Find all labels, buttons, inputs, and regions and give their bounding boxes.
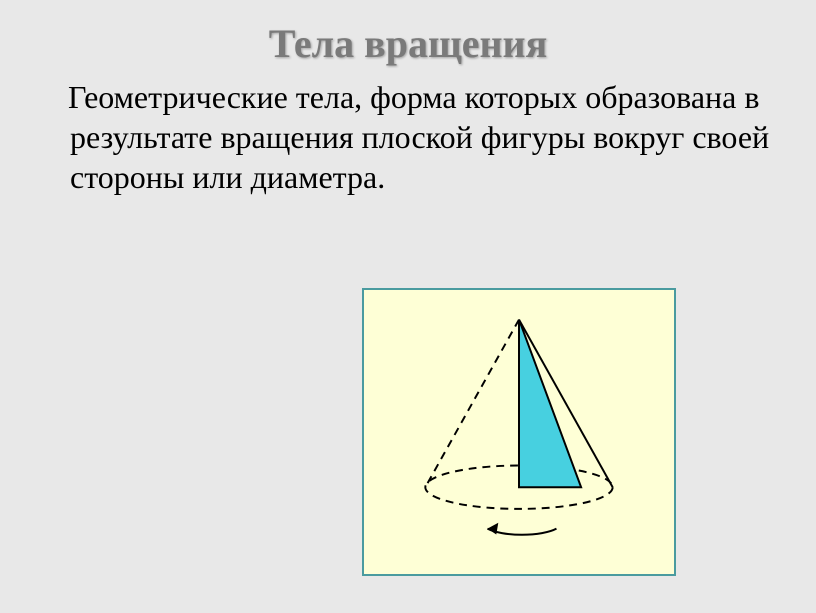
generating-triangle bbox=[519, 320, 581, 488]
rotation-arrow-arc bbox=[487, 529, 556, 535]
cone-diagram bbox=[364, 290, 674, 574]
slide-container: Тела вращения Геометрические тела, форма… bbox=[0, 0, 816, 613]
left-slant-dashed bbox=[425, 320, 519, 488]
slide-body-text: Геометрические тела, форма которых образ… bbox=[40, 77, 776, 197]
slide-title: Тела вращения bbox=[40, 20, 776, 67]
figure-frame bbox=[362, 288, 676, 576]
